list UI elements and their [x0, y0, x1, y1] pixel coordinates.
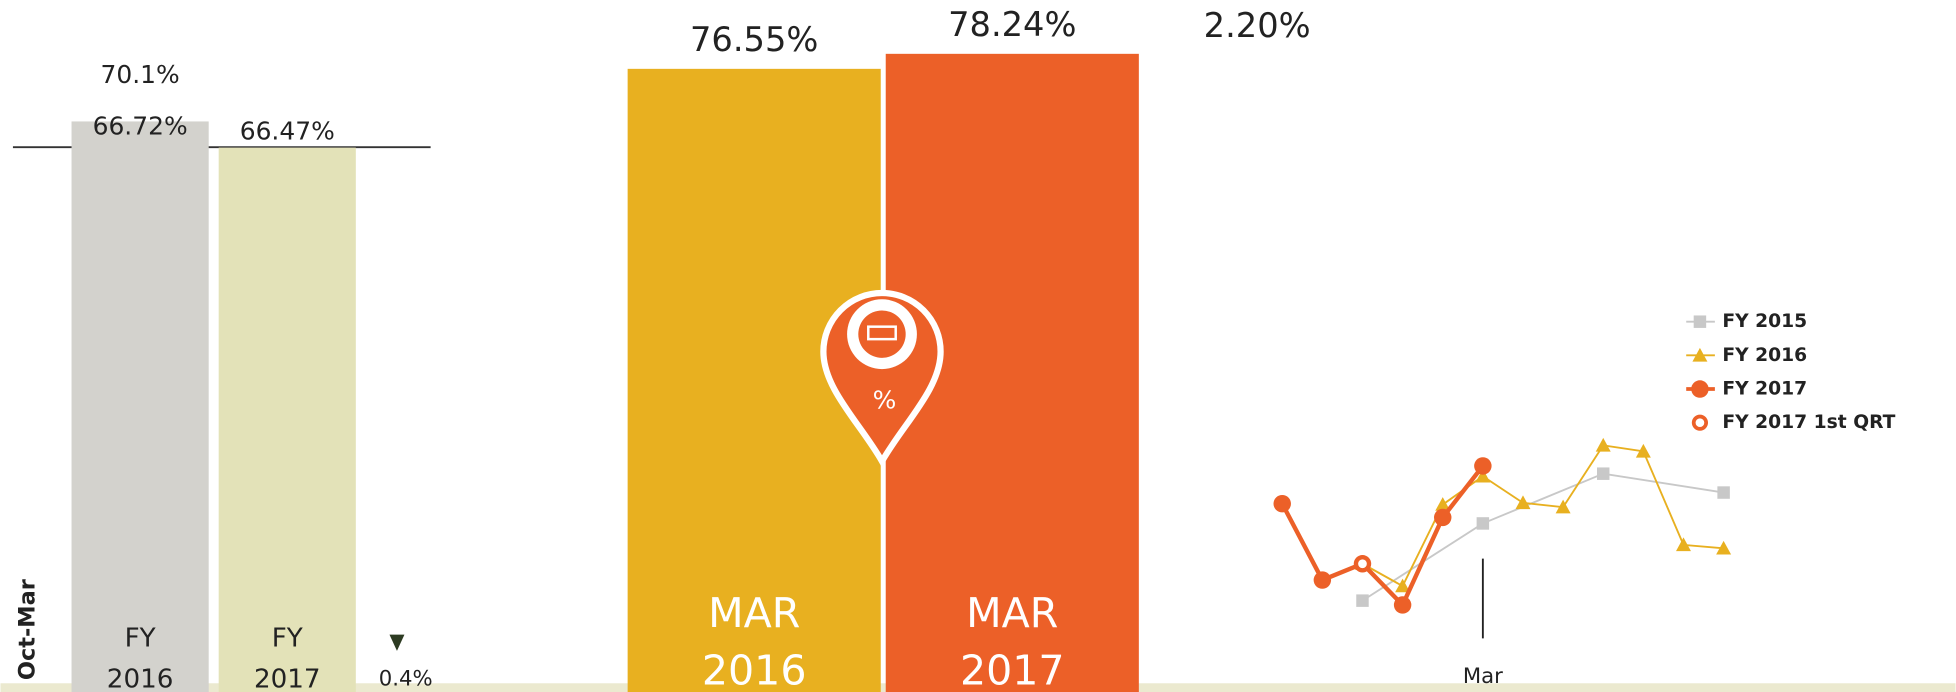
marker [1635, 443, 1651, 458]
category-label: MAR 2016 [702, 589, 807, 692]
marker [1692, 347, 1708, 362]
axis-label: Oct-Mar [14, 579, 40, 680]
legend-item: FY 2015 [1686, 311, 1807, 332]
icon-bed [867, 325, 897, 341]
x-tick-label: Mar [1463, 663, 1503, 688]
legend-item: FY 2016 [1686, 345, 1807, 366]
marker [1435, 497, 1451, 511]
series-line [1280, 464, 1485, 609]
marker [1716, 540, 1732, 555]
change-label: 0.4% [379, 666, 433, 691]
marker [1691, 380, 1709, 398]
marker [1676, 537, 1691, 552]
legend-label: FY 2016 [1722, 345, 1807, 366]
marker [1393, 596, 1412, 614]
marker [1717, 486, 1730, 499]
marker [1693, 315, 1707, 328]
legend-label: FY 2017 1st QRT [1722, 412, 1895, 433]
category-label: MAR 2017 [960, 589, 1065, 692]
value-label: 76.55% [690, 20, 818, 59]
marker [1515, 495, 1531, 510]
marker [1273, 494, 1291, 513]
icon-chip-inner [858, 310, 906, 358]
legend-label: FY 2015 [1722, 311, 1807, 332]
bar [71, 121, 209, 692]
change-label: 2.20% [1204, 6, 1311, 45]
value-label: 66.72% [93, 112, 188, 141]
series-line [1362, 444, 1724, 588]
bar [218, 147, 356, 692]
marker [1474, 457, 1492, 475]
annotation: 70.1% [101, 60, 180, 89]
icon-label: % [873, 385, 897, 414]
change-arrow [389, 634, 405, 651]
marker [1313, 571, 1332, 589]
value-label: 66.47% [240, 117, 335, 146]
marker [1555, 499, 1571, 514]
legend-item: FY 2017 [1686, 379, 1807, 400]
legend-item: FY 2017 1st QRT [1691, 412, 1896, 433]
marker [1356, 594, 1369, 607]
marker [1395, 578, 1411, 593]
category-label: FY 2016 [107, 623, 174, 692]
legend-label: FY 2017 [1722, 379, 1807, 400]
marker [1476, 517, 1490, 530]
marker [1597, 467, 1610, 480]
occupancy-icon: % [820, 289, 944, 468]
marker [1595, 437, 1611, 452]
marker [1691, 414, 1709, 431]
marker [1475, 468, 1491, 483]
value-label: 78.24% [948, 5, 1076, 44]
marker [1434, 508, 1452, 527]
category-label: FY 2017 [254, 623, 321, 692]
series-line [1361, 472, 1724, 602]
marker [1354, 555, 1371, 572]
